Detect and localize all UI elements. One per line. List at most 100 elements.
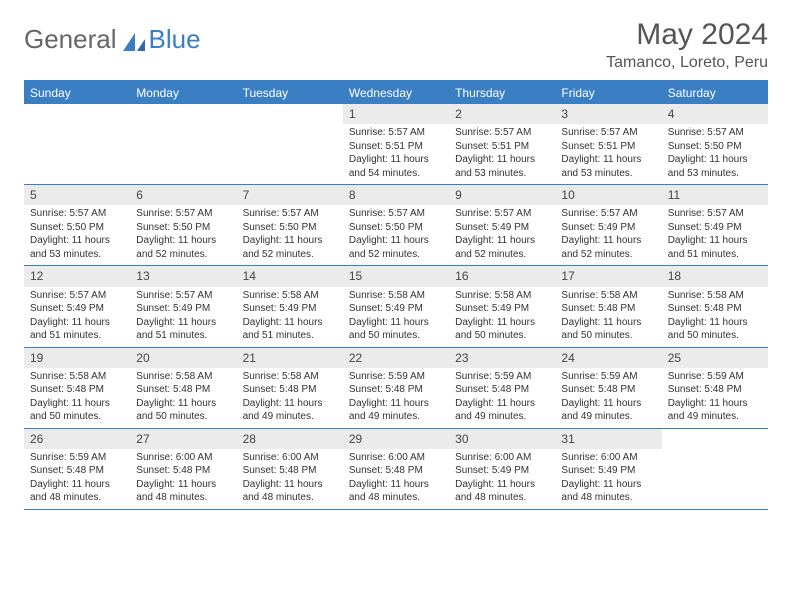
day-details bbox=[662, 433, 768, 439]
day-details: Sunrise: 5:58 AMSunset: 5:48 PMDaylight:… bbox=[130, 368, 236, 428]
calendar-day-cell: 30Sunrise: 6:00 AMSunset: 5:49 PMDayligh… bbox=[449, 429, 555, 509]
calendar-day-cell: 11Sunrise: 5:57 AMSunset: 5:49 PMDayligh… bbox=[662, 185, 768, 265]
daylight-text: Daylight: 11 hours and 49 minutes. bbox=[349, 397, 443, 424]
sunrise-text: Sunrise: 5:58 AM bbox=[561, 289, 655, 303]
calendar-grid: Sunday Monday Tuesday Wednesday Thursday… bbox=[24, 80, 768, 510]
calendar-day-cell: 8Sunrise: 5:57 AMSunset: 5:50 PMDaylight… bbox=[343, 185, 449, 265]
calendar-day-cell: 23Sunrise: 5:59 AMSunset: 5:48 PMDayligh… bbox=[449, 348, 555, 428]
calendar-week-row: 12Sunrise: 5:57 AMSunset: 5:49 PMDayligh… bbox=[24, 266, 768, 347]
day-details: Sunrise: 5:58 AMSunset: 5:48 PMDaylight:… bbox=[662, 287, 768, 347]
sunset-text: Sunset: 5:48 PM bbox=[561, 383, 655, 397]
daylight-text: Daylight: 11 hours and 48 minutes. bbox=[136, 478, 230, 505]
sunrise-text: Sunrise: 5:58 AM bbox=[668, 289, 762, 303]
day-details: Sunrise: 5:57 AMSunset: 5:50 PMDaylight:… bbox=[662, 124, 768, 184]
day-details: Sunrise: 5:58 AMSunset: 5:48 PMDaylight:… bbox=[237, 368, 343, 428]
day-number: 25 bbox=[662, 348, 768, 368]
sunrise-text: Sunrise: 6:00 AM bbox=[455, 451, 549, 465]
calendar-day-cell bbox=[237, 104, 343, 184]
sunset-text: Sunset: 5:48 PM bbox=[561, 302, 655, 316]
day-details: Sunrise: 5:57 AMSunset: 5:49 PMDaylight:… bbox=[449, 205, 555, 265]
day-number: 30 bbox=[449, 429, 555, 449]
day-number: 16 bbox=[449, 266, 555, 286]
daylight-text: Daylight: 11 hours and 52 minutes. bbox=[243, 234, 337, 261]
sunrise-text: Sunrise: 6:00 AM bbox=[243, 451, 337, 465]
day-number: 2 bbox=[449, 104, 555, 124]
sunrise-text: Sunrise: 5:58 AM bbox=[30, 370, 124, 384]
day-details: Sunrise: 5:57 AMSunset: 5:49 PMDaylight:… bbox=[24, 287, 130, 347]
sunset-text: Sunset: 5:51 PM bbox=[455, 140, 549, 154]
sunrise-text: Sunrise: 6:00 AM bbox=[561, 451, 655, 465]
day-number: 23 bbox=[449, 348, 555, 368]
sunset-text: Sunset: 5:49 PM bbox=[455, 464, 549, 478]
day-details: Sunrise: 5:57 AMSunset: 5:50 PMDaylight:… bbox=[237, 205, 343, 265]
daylight-text: Daylight: 11 hours and 53 minutes. bbox=[668, 153, 762, 180]
weekday-header: Friday bbox=[555, 82, 661, 104]
daylight-text: Daylight: 11 hours and 52 minutes. bbox=[349, 234, 443, 261]
sunrise-text: Sunrise: 5:58 AM bbox=[455, 289, 549, 303]
sunrise-text: Sunrise: 5:58 AM bbox=[243, 370, 337, 384]
title-block: May 2024 Tamanco, Loreto, Peru bbox=[606, 18, 768, 72]
day-number: 15 bbox=[343, 266, 449, 286]
day-number: 18 bbox=[662, 266, 768, 286]
day-details: Sunrise: 5:59 AMSunset: 5:48 PMDaylight:… bbox=[662, 368, 768, 428]
daylight-text: Daylight: 11 hours and 51 minutes. bbox=[136, 316, 230, 343]
sunrise-text: Sunrise: 5:58 AM bbox=[243, 289, 337, 303]
calendar-day-cell bbox=[130, 104, 236, 184]
day-number: 4 bbox=[662, 104, 768, 124]
day-details: Sunrise: 6:00 AMSunset: 5:48 PMDaylight:… bbox=[237, 449, 343, 509]
calendar-day-cell: 28Sunrise: 6:00 AMSunset: 5:48 PMDayligh… bbox=[237, 429, 343, 509]
day-details: Sunrise: 5:59 AMSunset: 5:48 PMDaylight:… bbox=[343, 368, 449, 428]
calendar-day-cell: 31Sunrise: 6:00 AMSunset: 5:49 PMDayligh… bbox=[555, 429, 661, 509]
calendar-day-cell: 26Sunrise: 5:59 AMSunset: 5:48 PMDayligh… bbox=[24, 429, 130, 509]
weekday-header: Saturday bbox=[662, 82, 768, 104]
day-details: Sunrise: 5:57 AMSunset: 5:49 PMDaylight:… bbox=[662, 205, 768, 265]
day-details: Sunrise: 5:57 AMSunset: 5:51 PMDaylight:… bbox=[343, 124, 449, 184]
day-details bbox=[130, 108, 236, 114]
weekday-header: Thursday bbox=[449, 82, 555, 104]
sunset-text: Sunset: 5:48 PM bbox=[349, 383, 443, 397]
day-details: Sunrise: 5:58 AMSunset: 5:49 PMDaylight:… bbox=[343, 287, 449, 347]
day-details: Sunrise: 6:00 AMSunset: 5:48 PMDaylight:… bbox=[343, 449, 449, 509]
day-details: Sunrise: 5:58 AMSunset: 5:49 PMDaylight:… bbox=[449, 287, 555, 347]
day-details: Sunrise: 5:57 AMSunset: 5:49 PMDaylight:… bbox=[130, 287, 236, 347]
daylight-text: Daylight: 11 hours and 52 minutes. bbox=[136, 234, 230, 261]
day-details: Sunrise: 5:57 AMSunset: 5:51 PMDaylight:… bbox=[449, 124, 555, 184]
sunrise-text: Sunrise: 5:59 AM bbox=[455, 370, 549, 384]
sunrise-text: Sunrise: 5:57 AM bbox=[561, 207, 655, 221]
daylight-text: Daylight: 11 hours and 48 minutes. bbox=[349, 478, 443, 505]
sunrise-text: Sunrise: 5:57 AM bbox=[561, 126, 655, 140]
sunrise-text: Sunrise: 5:57 AM bbox=[668, 207, 762, 221]
sunrise-text: Sunrise: 5:59 AM bbox=[349, 370, 443, 384]
day-number: 10 bbox=[555, 185, 661, 205]
day-details: Sunrise: 6:00 AMSunset: 5:49 PMDaylight:… bbox=[555, 449, 661, 509]
calendar-day-cell: 24Sunrise: 5:59 AMSunset: 5:48 PMDayligh… bbox=[555, 348, 661, 428]
day-number: 20 bbox=[130, 348, 236, 368]
day-number: 8 bbox=[343, 185, 449, 205]
sunset-text: Sunset: 5:49 PM bbox=[455, 221, 549, 235]
daylight-text: Daylight: 11 hours and 50 minutes. bbox=[349, 316, 443, 343]
weekday-header: Wednesday bbox=[343, 82, 449, 104]
sunrise-text: Sunrise: 5:58 AM bbox=[136, 370, 230, 384]
calendar-week-row: 5Sunrise: 5:57 AMSunset: 5:50 PMDaylight… bbox=[24, 185, 768, 266]
day-number: 29 bbox=[343, 429, 449, 449]
header: General Blue May 2024 Tamanco, Loreto, P… bbox=[24, 18, 768, 72]
sunrise-text: Sunrise: 5:57 AM bbox=[30, 207, 124, 221]
sunrise-text: Sunrise: 5:58 AM bbox=[349, 289, 443, 303]
day-details: Sunrise: 5:59 AMSunset: 5:48 PMDaylight:… bbox=[24, 449, 130, 509]
calendar-day-cell: 25Sunrise: 5:59 AMSunset: 5:48 PMDayligh… bbox=[662, 348, 768, 428]
daylight-text: Daylight: 11 hours and 48 minutes. bbox=[30, 478, 124, 505]
day-number: 22 bbox=[343, 348, 449, 368]
sunset-text: Sunset: 5:50 PM bbox=[30, 221, 124, 235]
day-number: 9 bbox=[449, 185, 555, 205]
day-details: Sunrise: 6:00 AMSunset: 5:48 PMDaylight:… bbox=[130, 449, 236, 509]
day-details bbox=[24, 108, 130, 114]
calendar-day-cell: 15Sunrise: 5:58 AMSunset: 5:49 PMDayligh… bbox=[343, 266, 449, 346]
calendar-day-cell: 18Sunrise: 5:58 AMSunset: 5:48 PMDayligh… bbox=[662, 266, 768, 346]
sunset-text: Sunset: 5:49 PM bbox=[455, 302, 549, 316]
location: Tamanco, Loreto, Peru bbox=[606, 54, 768, 72]
logo: General Blue bbox=[24, 18, 201, 55]
daylight-text: Daylight: 11 hours and 51 minutes. bbox=[668, 234, 762, 261]
day-number: 26 bbox=[24, 429, 130, 449]
calendar-day-cell: 1Sunrise: 5:57 AMSunset: 5:51 PMDaylight… bbox=[343, 104, 449, 184]
logo-text-1: General bbox=[24, 24, 117, 55]
